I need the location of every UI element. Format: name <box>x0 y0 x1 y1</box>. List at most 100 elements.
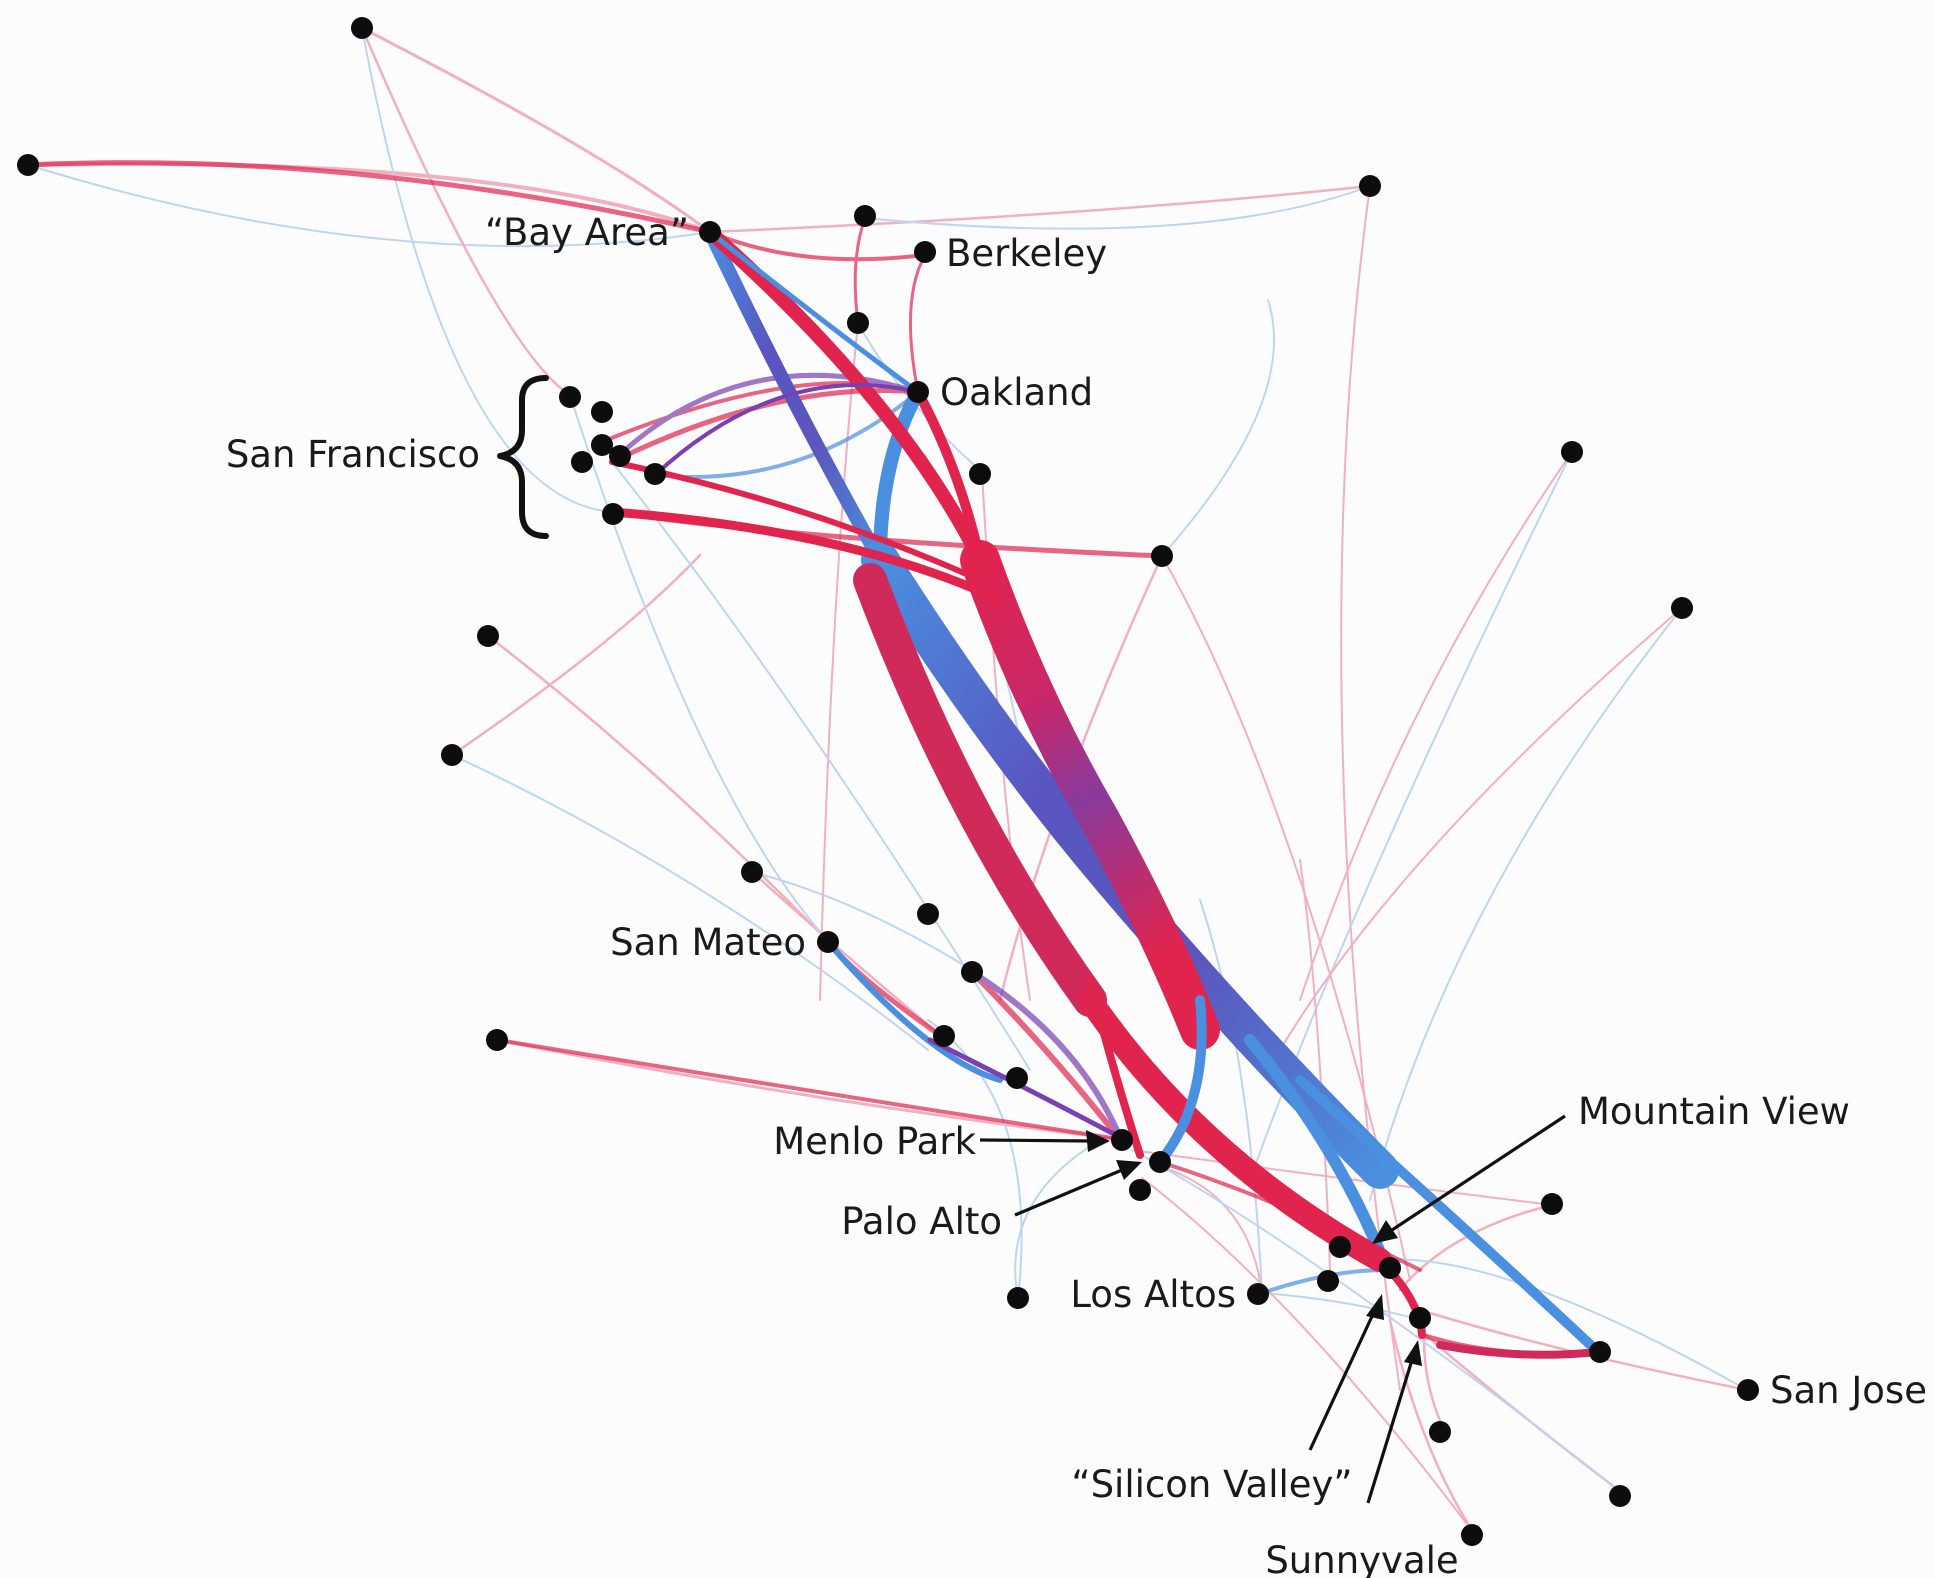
node <box>1359 175 1381 197</box>
node-san-jose <box>1737 1379 1759 1401</box>
main-blue-flow <box>1295 1075 1603 1357</box>
node-los-altos <box>1247 1283 1269 1305</box>
edge <box>496 1038 1127 1142</box>
node-bay-area <box>699 221 721 243</box>
node <box>17 154 39 176</box>
edge <box>853 216 867 325</box>
node <box>741 861 763 883</box>
node <box>854 205 876 227</box>
place-labels: “Bay Area” Berkeley Oakland San Francisc… <box>226 211 1927 1578</box>
node <box>1007 1287 1029 1309</box>
node <box>1609 1485 1631 1507</box>
label-palo-alto: Palo Alto <box>841 1200 1002 1243</box>
bay-area-oakland-blue <box>707 229 921 395</box>
edge <box>708 184 1372 234</box>
cross-red-flow <box>853 563 1107 1017</box>
label-mountain-view: Mountain View <box>1578 1090 1850 1133</box>
main-red-flow <box>703 225 987 567</box>
edge <box>27 164 711 248</box>
edge <box>1249 451 1573 1181</box>
edge <box>908 253 927 394</box>
edge <box>1131 1149 1626 1496</box>
palo-alto-arrow <box>1014 1168 1123 1217</box>
node-sf <box>644 463 666 485</box>
san-francisco-brace <box>497 375 549 539</box>
edge <box>927 1019 1023 1299</box>
edge <box>486 634 831 944</box>
oakland-red-flow <box>913 387 985 565</box>
sunnyvale-arrow <box>1366 1359 1414 1504</box>
sf-oakland-purple <box>653 383 920 477</box>
node <box>1671 597 1693 619</box>
faint-edges <box>26 26 1749 1537</box>
edge <box>495 1038 1127 1142</box>
main-blue-flow <box>703 225 887 567</box>
san-jose-red-flow <box>1436 1341 1602 1359</box>
main-red-flow <box>960 540 1220 1050</box>
edge <box>360 26 712 234</box>
edge <box>360 26 572 397</box>
node-sf <box>609 445 631 467</box>
sunnyvale-arrowhead <box>1404 1340 1422 1366</box>
edge <box>969 969 1125 1145</box>
node <box>1329 1236 1351 1258</box>
edge <box>1340 185 1401 1391</box>
node-sf <box>571 451 593 473</box>
node-palo-alto <box>1149 1151 1171 1173</box>
edge <box>361 27 614 513</box>
edge <box>451 754 929 1051</box>
edge <box>969 969 1125 1145</box>
edge <box>1199 899 1263 1294</box>
edge <box>622 372 921 453</box>
nodes <box>17 17 1759 1546</box>
edge <box>1141 1177 1476 1536</box>
label-silicon-valley: “Silicon Valley” <box>1071 1463 1352 1506</box>
edge <box>569 394 830 943</box>
main-flows <box>607 225 1603 1359</box>
cross-red-flow <box>1086 976 1144 1159</box>
menlo-park-arrowhead <box>1086 1130 1110 1152</box>
san-mateo-purple-flow <box>927 1037 1128 1143</box>
label-san-francisco: San Francisco <box>226 433 480 476</box>
edge <box>864 185 1371 230</box>
edge <box>1161 299 1275 557</box>
node <box>441 744 463 766</box>
edge <box>1279 607 1683 1051</box>
label-oakland: Oakland <box>940 371 1093 414</box>
edge <box>1299 859 1331 1271</box>
node-sf <box>591 434 613 456</box>
label-berkeley: Berkeley <box>946 232 1107 275</box>
node-mountain-view <box>1379 1257 1401 1279</box>
label-menlo-park: Menlo Park <box>773 1120 976 1163</box>
node <box>1429 1421 1451 1443</box>
node <box>933 1025 955 1047</box>
main-blue-flow <box>1244 1034 1391 1271</box>
node <box>351 17 373 39</box>
cross-red-flow <box>1078 988 1392 1272</box>
node-oakland <box>907 381 929 403</box>
node <box>1006 1067 1028 1089</box>
node <box>847 312 869 334</box>
node <box>1129 1179 1151 1201</box>
silicon-valley-arrow <box>1308 1311 1376 1451</box>
label-san-jose: San Jose <box>1770 1369 1927 1412</box>
silicon-valley-arrowhead <box>1366 1294 1384 1320</box>
edge <box>1418 1308 1749 1392</box>
node <box>1589 1341 1611 1363</box>
node-silicon-valley <box>1317 1270 1339 1292</box>
edge <box>819 322 859 1001</box>
menlo-park-arrow <box>979 1138 1091 1143</box>
label-bay-area: “Bay Area” <box>485 211 689 254</box>
node-menlo-park <box>1111 1129 1133 1151</box>
node <box>486 1029 508 1051</box>
node <box>1541 1193 1563 1215</box>
edge <box>1369 607 1683 1201</box>
node-san-mateo <box>817 931 839 953</box>
edge <box>708 230 927 262</box>
edge <box>1299 451 1573 1001</box>
node <box>961 961 983 983</box>
label-los-altos: Los Altos <box>1070 1273 1236 1316</box>
mountain-view-arrow <box>1391 1114 1566 1232</box>
